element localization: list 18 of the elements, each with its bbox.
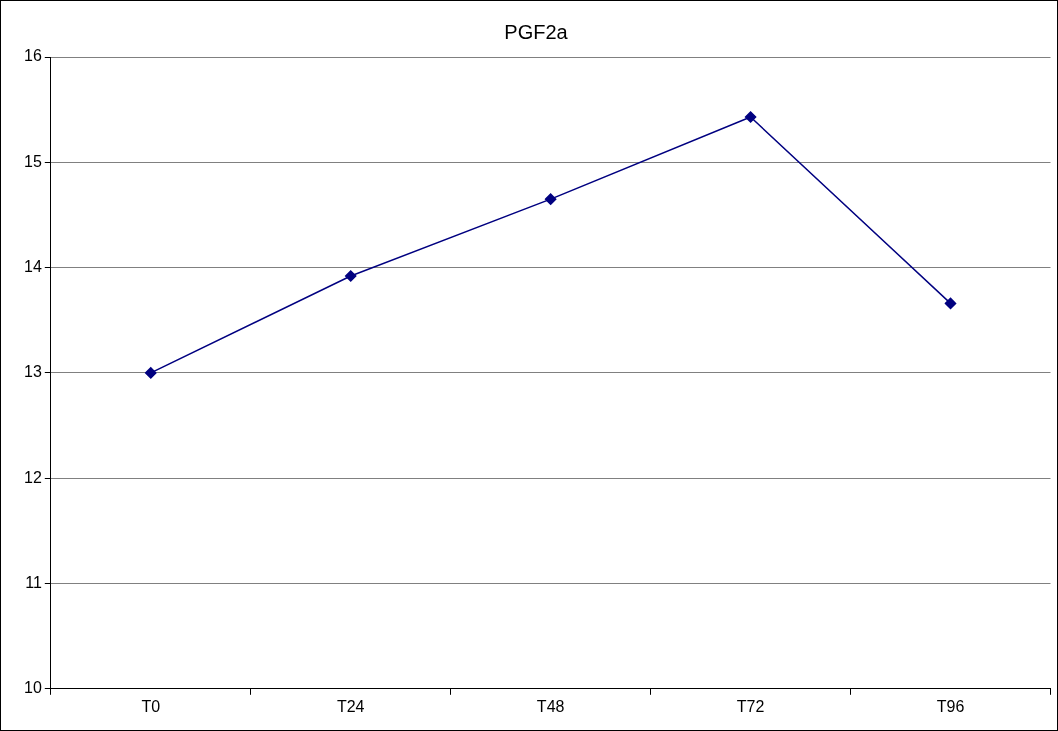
point [344, 270, 357, 282]
chart-title: PGF2a [504, 20, 569, 43]
point [944, 297, 957, 310]
y-tick-label: 14 [24, 258, 42, 276]
point [145, 367, 157, 379]
x-tick-label: T96 [936, 697, 965, 715]
x-tick-label: T48 [536, 697, 565, 715]
y-tick-label: 13 [24, 363, 42, 381]
y-tick-label: 11 [25, 573, 42, 591]
x-tick-label: T72 [736, 697, 765, 715]
y-tick-label: 15 [24, 152, 42, 170]
y-tick-label: 16 [24, 47, 42, 65]
y-tick-label: 12 [24, 468, 42, 486]
y-tick-label: 10 [24, 679, 42, 697]
x-tick-label: T0 [141, 697, 161, 715]
x-tick-label: T24 [336, 697, 365, 715]
point [744, 111, 757, 123]
point [544, 193, 557, 205]
